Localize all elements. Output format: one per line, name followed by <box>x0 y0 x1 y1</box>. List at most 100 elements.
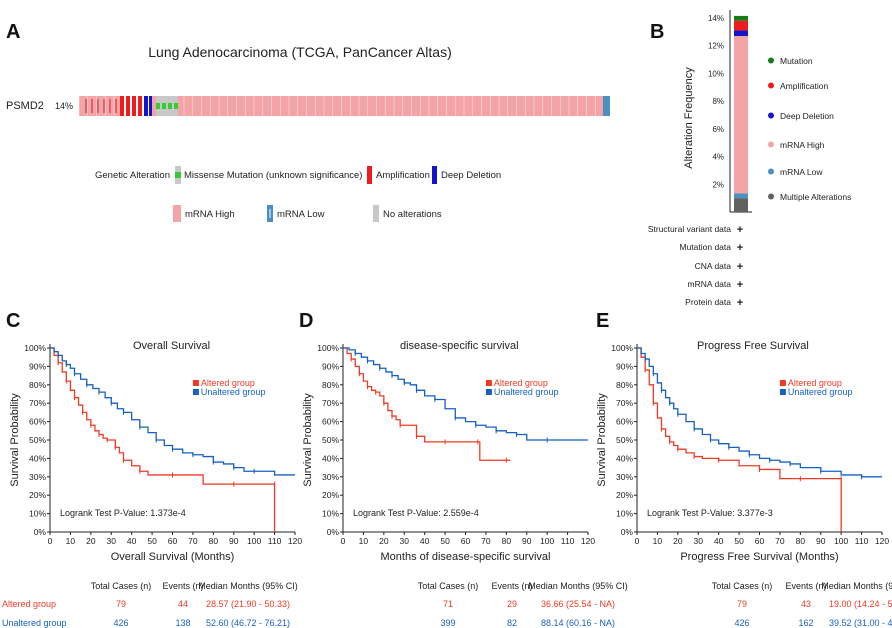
legend-no-alteration-label: No alterations <box>383 209 442 220</box>
panel-b-data-type-label: Mutation data <box>679 242 731 252</box>
panel-e-ytick-label: 60% <box>616 417 633 427</box>
panel-b-tick-label: 6% <box>712 125 724 134</box>
panel-c-ytick-label: 90% <box>29 361 46 371</box>
panel-d-xtick-label: 0 <box>341 536 346 546</box>
panel-b-data-type-label: CNA data <box>695 261 732 271</box>
panel-e-xtick-label: 100 <box>834 536 848 546</box>
panel-e-ylabel: Survival Probability <box>596 393 608 487</box>
oncoprint-title: Lung Adenocarcinoma (TCGA, PanCancer Alt… <box>148 44 452 60</box>
genetic-alteration-legend: Genetic Alteration Missense Mutation (un… <box>95 166 501 222</box>
panel-b-bar-segment <box>734 30 748 37</box>
panel-d-ytick-label: 30% <box>322 472 339 482</box>
panel-b-legend-label: Deep Deletion <box>780 111 834 121</box>
table-cell-events: 43 <box>801 599 811 609</box>
panel-b-ticks: 2% 4% 6% 8% 10% 12% 14% <box>708 14 724 189</box>
panel-d-legend-label: Unaltered group <box>494 387 559 397</box>
table-cell-events: 82 <box>507 618 517 628</box>
panel-e-xtick-label: 40 <box>714 536 724 546</box>
panel-b-legend: Mutation Amplification Deep Deletion mRNA H… <box>768 56 851 202</box>
panel-d-xtick-label: 20 <box>379 536 389 546</box>
panel-b-tick-label: 2% <box>712 180 724 189</box>
legend-no-alteration-swatch <box>373 205 379 222</box>
table-row-group-label: Altered group <box>2 599 56 609</box>
panel-b-legend-dot <box>768 193 774 200</box>
panel-c-pvalue: Logrank Test P-Value: 1.373e-4 <box>60 508 186 518</box>
panel-d-ytick-label: 20% <box>322 490 339 500</box>
panel-b-ylabel: Alteration Frequency <box>683 67 695 169</box>
panel-b-legend-label: Mutation <box>780 56 813 66</box>
panel-e-km-curve-altered <box>637 347 842 532</box>
table-header-median: Median Months (95% CI) <box>528 581 628 591</box>
table-cell-cases: 79 <box>737 599 747 609</box>
table-cell-cases: 426 <box>734 618 749 628</box>
panel-b-legend-label: mRNA Low <box>780 167 823 177</box>
table-cell-cases: 79 <box>116 599 126 609</box>
summary-tables: Total Cases (n) Events (n)Median Months (… <box>2 581 892 628</box>
panel-e-xlabel: Progress Free Survival (Months) <box>680 551 838 563</box>
panel-c-ytick-label: 100% <box>24 343 46 353</box>
table-cell-events: 138 <box>175 618 190 628</box>
panel-d-xtick-label: 30 <box>400 536 410 546</box>
panel-b-tick-label: 14% <box>708 14 724 23</box>
table-cell-median: 52.60 (46.72 - 76.21) <box>206 618 290 628</box>
panel-b-legend-dot <box>768 168 774 175</box>
panel-b-bar-segment <box>734 15 748 21</box>
panel-e-legend-swatch <box>779 380 786 386</box>
oncoprint-amplification-sample <box>120 96 124 116</box>
panel-e-xtick-label: 50 <box>734 536 744 546</box>
panel-b-bar <box>734 15 748 212</box>
oncoprint-missense-mark <box>162 103 166 109</box>
panel-c-title: Overall Survival <box>133 340 210 352</box>
panel-d-ytick-label: 100% <box>317 343 339 353</box>
panel-c-ytick-label: 40% <box>29 453 46 463</box>
panel-c-legend-label: Altered group <box>201 378 255 388</box>
panel-e-title: Progress Free Survival <box>697 340 809 352</box>
panel-d-xtick-label: 90 <box>522 536 532 546</box>
oncoprint-missense-mark <box>156 103 160 109</box>
panel-c-xtick-label: 70 <box>188 536 198 546</box>
oncoprint-missense-mark <box>174 103 178 109</box>
panel-e-xtick-label: 80 <box>796 536 806 546</box>
panel-c-ytick-label: 10% <box>29 509 46 519</box>
panel-b-tick-label: 8% <box>712 97 724 106</box>
legend-missense-swatch-mark <box>175 172 181 178</box>
panel-d-letter: D <box>299 310 313 332</box>
legend-heading: Genetic Alteration <box>95 170 170 181</box>
panel-c-ylabel: Survival Probability <box>9 393 21 487</box>
table-cell-median: 19.00 (14.24 - 57.60) <box>829 599 892 609</box>
panel-e-xtick-label: 110 <box>855 536 869 546</box>
panel-b-bar-segment <box>734 36 748 194</box>
panel-e-km-curve-unaltered <box>637 347 882 478</box>
panel-e-ytick-label: 10% <box>616 509 633 519</box>
panel-b-legend-label: mRNA High <box>780 140 825 150</box>
panel-c-xtick-label: 40 <box>127 536 137 546</box>
panel-e-ytick-label: 70% <box>616 398 633 408</box>
panel-b-legend-dot <box>768 57 774 64</box>
panel-d-km-curve-altered <box>343 347 511 461</box>
panel-c-ytick-label: 70% <box>29 398 46 408</box>
oncoprint-missense-mark <box>168 103 172 109</box>
panel-b-bar-segment <box>734 193 748 199</box>
table-cell-median: 36.66 (25.54 - NA) <box>541 599 615 609</box>
oncoprint-amplification-sample <box>132 96 136 116</box>
panel-c-legend-swatch <box>192 389 199 395</box>
gene-percent: 14% <box>55 101 73 111</box>
panel-b-data-type-label: Structural variant data <box>648 224 731 234</box>
panel-b-legend-dot <box>768 112 774 119</box>
panel-c-legend-label: Unaltered group <box>201 387 266 397</box>
panel-b-letter: B <box>650 21 664 43</box>
panel-b-data-types: Structural variant data + Mutation data + CN… <box>648 224 743 309</box>
panel-e-legend-label: Unaltered group <box>788 387 853 397</box>
panel-e-ytick-label: 100% <box>611 343 633 353</box>
table-cell-median: 39.52 (31.00 - 49.31) <box>829 618 892 628</box>
legend-mrna-high-swatch <box>173 205 181 222</box>
panel-b-data-type-label: Protein data <box>685 297 731 307</box>
panel-c-xlabel: Overall Survival (Months) <box>111 551 234 563</box>
panel-d-pvalue: Logrank Test P-Value: 2.559e-4 <box>353 508 479 518</box>
panel-b-plus-icon: + <box>737 297 743 309</box>
legend-missense-label: Missense Mutation (unknown significance) <box>184 170 362 181</box>
panel-d-km-curve-unaltered <box>343 347 588 441</box>
panel-e-xtick-label: 70 <box>775 536 785 546</box>
panel-b-plus-icon: + <box>737 261 743 273</box>
panel-c-xtick-label: 120 <box>288 536 302 546</box>
